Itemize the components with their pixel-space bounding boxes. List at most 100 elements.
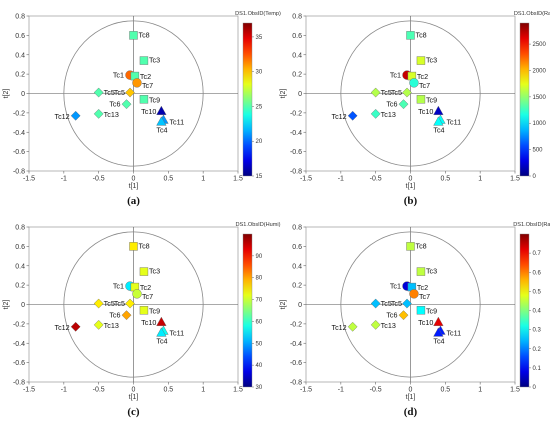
colorbar-tick-label: 25 xyxy=(256,104,263,110)
point-label: Tc9 xyxy=(426,95,437,104)
point-label: Tc4 xyxy=(433,126,444,135)
point-label: Tc2 xyxy=(140,283,151,292)
point-label: Tc9 xyxy=(149,95,160,104)
point-label: Tc5 xyxy=(381,88,392,97)
point-marker xyxy=(156,116,167,126)
panel-caption: (c) xyxy=(127,406,140,418)
point-label: Tc8 xyxy=(416,241,427,250)
chart-panel-3: -1.5 -1 -0.5 0 0.5 1 1.5 -0.8 -0.6 -0.4 -0.2 0 0.2 0.… xyxy=(3,222,281,418)
x-tick-label: 1 xyxy=(478,387,482,394)
point-marker xyxy=(125,87,135,98)
point-label: Tc12 xyxy=(54,112,69,121)
point-label: Tc1 xyxy=(390,282,401,291)
point-marker xyxy=(93,319,104,330)
y-tick-label: 0.2 xyxy=(292,72,302,79)
point-marker xyxy=(370,319,381,330)
point-marker xyxy=(93,87,104,98)
colorbar-tick-label: 2500 xyxy=(533,42,547,48)
x-tick-label: 1 xyxy=(201,387,205,394)
colorbar-title: DS1.ObsID(Rain) xyxy=(513,222,550,228)
y-tick-label: 0.8 xyxy=(292,225,302,232)
confidence-ellipse xyxy=(340,20,481,167)
point-label: Tc3 xyxy=(149,267,160,276)
point-label: Tc12 xyxy=(331,323,346,332)
panel-caption: (b) xyxy=(404,195,418,207)
point-marker xyxy=(406,242,415,251)
point-label: Tc2 xyxy=(417,283,428,292)
point-label: Tc5 xyxy=(104,299,115,308)
point-label: Tc13 xyxy=(104,321,119,330)
point-marker xyxy=(402,298,412,309)
point-label: Tc6 xyxy=(109,100,120,109)
y-tick-label: -0.2 xyxy=(13,110,25,117)
y-tick-label: -0.8 xyxy=(290,169,302,176)
x-tick-label: 0.5 xyxy=(440,387,450,394)
y-axis-label: t[2] xyxy=(3,89,10,99)
x-tick-label: -1.5 xyxy=(23,387,35,394)
colorbar xyxy=(242,233,253,388)
y-tick-label: 0 xyxy=(298,302,302,309)
colorbar-tick-label: 1500 xyxy=(533,95,547,101)
point-marker xyxy=(347,321,358,332)
y-tick-label: 0.8 xyxy=(15,225,25,232)
point-marker xyxy=(433,316,444,326)
chart-panel-1: -1.5 -1 -0.5 0 0.5 1 1.5 -0.8 -0.6 -0.4 -0.2 0 0.2 0.… xyxy=(3,11,281,207)
point-marker xyxy=(433,105,444,115)
x-tick-label: -1.5 xyxy=(23,176,35,183)
point-label: Tc5 xyxy=(381,299,392,308)
x-tick-label: -0.5 xyxy=(93,176,105,183)
point-marker xyxy=(132,78,142,88)
y-tick-label: -0.4 xyxy=(13,341,25,348)
point-label: Tc7 xyxy=(142,81,153,90)
colorbar-tick-label: 40 xyxy=(256,363,263,369)
point-marker xyxy=(416,306,426,315)
y-tick-label: -0.8 xyxy=(13,169,25,176)
x-tick-label: 1 xyxy=(478,176,482,183)
confidence-ellipse xyxy=(63,231,204,378)
x-tick-label: -1 xyxy=(338,387,344,394)
x-tick-label: -0.5 xyxy=(370,387,382,394)
y-tick-label: 0.2 xyxy=(15,72,25,79)
point-label: Tc13 xyxy=(381,321,396,330)
x-tick-label: -1.5 xyxy=(300,387,312,394)
point-label: Tc5 xyxy=(114,88,125,97)
point-marker xyxy=(156,105,167,115)
y-tick-label: -0.2 xyxy=(13,321,25,328)
y-tick-label: -0.2 xyxy=(290,321,302,328)
colorbar-tick-label: 2000 xyxy=(533,68,547,74)
colorbar-tick-label: 0.5 xyxy=(533,289,542,295)
y-tick-label: 0.6 xyxy=(15,244,25,251)
point-label: Tc1 xyxy=(113,282,124,291)
y-tick-label: 0.6 xyxy=(292,244,302,251)
point-marker xyxy=(370,108,381,119)
colorbar-tick-label: 60 xyxy=(256,319,263,325)
y-tick-label: -0.4 xyxy=(290,130,302,137)
x-tick-label: -1 xyxy=(61,176,67,183)
point-label: Tc6 xyxy=(109,311,120,320)
x-tick-label: 0 xyxy=(409,387,413,394)
y-axis-label: t[2] xyxy=(3,300,10,310)
point-label: Tc11 xyxy=(169,118,184,127)
point-marker xyxy=(416,56,426,65)
x-axis-label: t[1] xyxy=(129,394,139,401)
colorbar-tick-label: 500 xyxy=(533,148,544,154)
colorbar xyxy=(519,233,530,388)
point-label: Tc9 xyxy=(426,306,437,315)
y-tick-label: -0.8 xyxy=(290,380,302,387)
point-label: Tc11 xyxy=(446,118,461,127)
point-marker xyxy=(93,298,104,309)
point-label: Tc13 xyxy=(104,110,119,119)
colorbar-title: DS1.ObsID(Humi) xyxy=(235,222,280,228)
point-marker xyxy=(409,78,419,88)
point-marker xyxy=(433,116,444,126)
point-label: Tc4 xyxy=(156,126,167,135)
y-axis-label: t[2] xyxy=(280,89,287,99)
y-tick-label: -0.8 xyxy=(13,380,25,387)
colorbar xyxy=(242,22,253,177)
point-marker xyxy=(125,298,135,309)
x-tick-label: 0.5 xyxy=(163,387,173,394)
colorbar-tick-label: 20 xyxy=(256,139,263,145)
point-label: Tc10 xyxy=(141,318,156,327)
colorbar-tick-label: 0.3 xyxy=(533,328,542,334)
